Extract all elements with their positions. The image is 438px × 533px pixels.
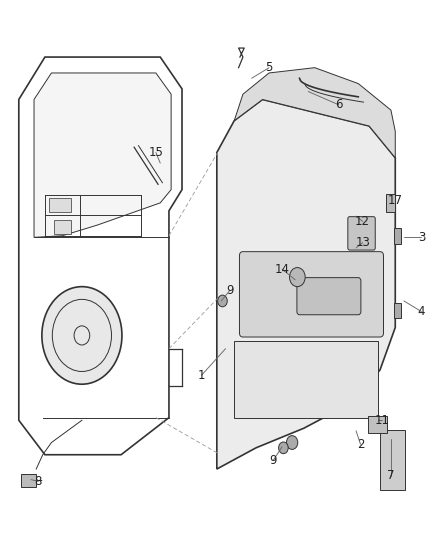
Text: 15: 15	[148, 146, 163, 159]
FancyBboxPatch shape	[368, 416, 387, 433]
FancyBboxPatch shape	[348, 216, 375, 250]
Circle shape	[279, 442, 288, 454]
FancyBboxPatch shape	[394, 228, 401, 244]
Text: 11: 11	[374, 414, 390, 427]
Text: 12: 12	[355, 215, 370, 228]
Text: 13: 13	[355, 236, 370, 249]
FancyBboxPatch shape	[21, 474, 36, 487]
Text: 2: 2	[357, 438, 364, 450]
FancyBboxPatch shape	[53, 220, 71, 233]
Polygon shape	[217, 100, 395, 469]
Text: 8: 8	[35, 475, 42, 488]
Text: 1: 1	[198, 369, 205, 382]
FancyBboxPatch shape	[234, 341, 378, 418]
Text: 5: 5	[265, 61, 273, 74]
Text: 7: 7	[387, 470, 395, 482]
FancyBboxPatch shape	[49, 198, 71, 213]
FancyBboxPatch shape	[381, 430, 405, 490]
Text: 4: 4	[417, 305, 425, 318]
Circle shape	[290, 268, 305, 287]
FancyBboxPatch shape	[297, 278, 361, 315]
Polygon shape	[234, 68, 395, 158]
Text: 9: 9	[226, 284, 233, 297]
Text: 6: 6	[335, 98, 343, 111]
Circle shape	[42, 287, 122, 384]
Text: 17: 17	[388, 193, 403, 207]
FancyBboxPatch shape	[386, 194, 395, 212]
Text: 9: 9	[270, 454, 277, 466]
Text: 14: 14	[275, 263, 290, 276]
FancyBboxPatch shape	[240, 252, 384, 337]
FancyBboxPatch shape	[394, 303, 401, 318]
Text: 3: 3	[418, 231, 425, 244]
Circle shape	[218, 295, 227, 307]
Circle shape	[286, 435, 298, 449]
Polygon shape	[34, 73, 171, 237]
